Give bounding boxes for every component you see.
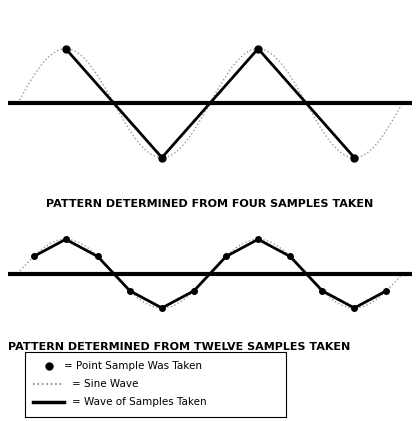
Text: = Point Sample Was Taken: = Point Sample Was Taken <box>64 361 202 371</box>
Text: PATTERN DETERMINED FROM TWELVE SAMPLES TAKEN: PATTERN DETERMINED FROM TWELVE SAMPLES T… <box>8 342 351 352</box>
Text: = Sine Wave: = Sine Wave <box>72 379 139 389</box>
Text: = Wave of Samples Taken: = Wave of Samples Taken <box>72 397 207 408</box>
Text: PATTERN DETERMINED FROM FOUR SAMPLES TAKEN: PATTERN DETERMINED FROM FOUR SAMPLES TAK… <box>46 199 374 209</box>
